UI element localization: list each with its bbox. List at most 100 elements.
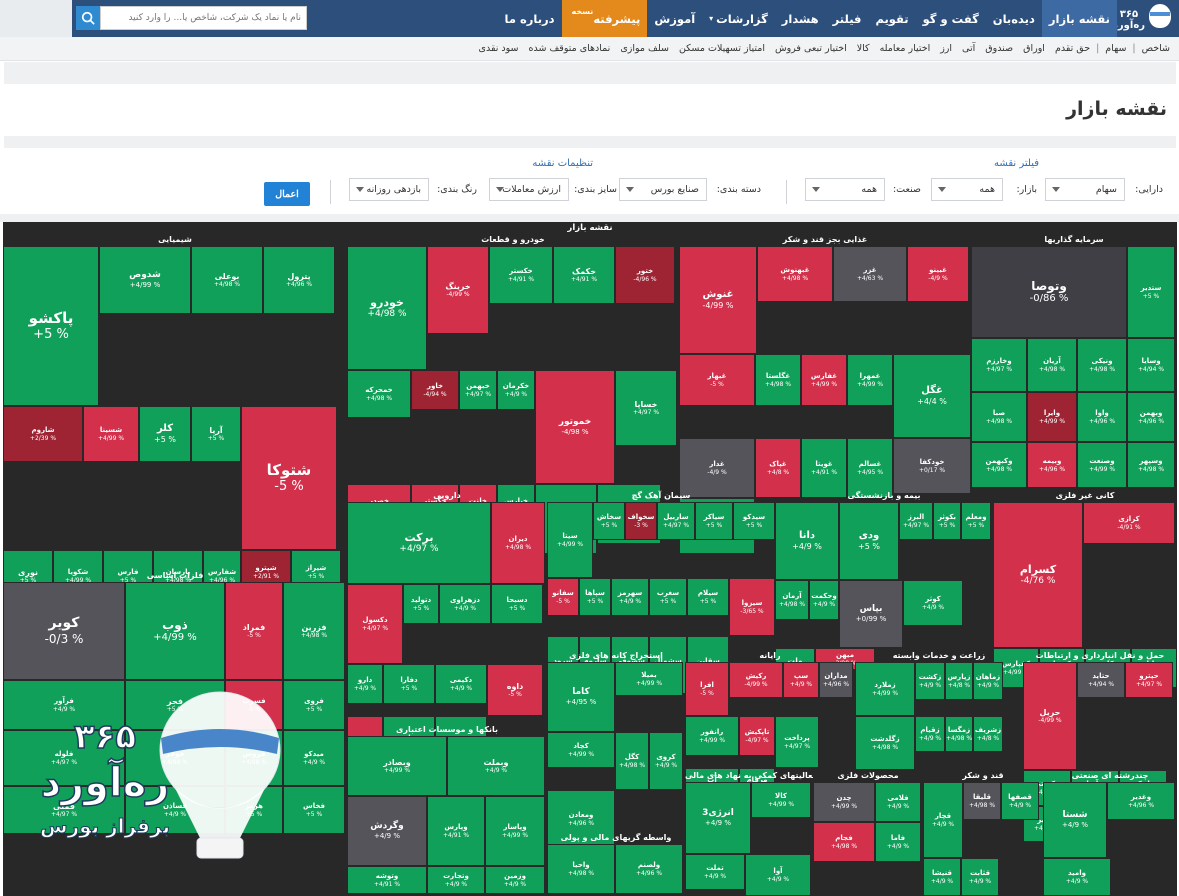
stock-tile[interactable]: آریان +4/98 % — [1027, 338, 1077, 392]
subnav-item[interactable]: آتی — [962, 43, 976, 54]
stock-tile[interactable]: زشریف +4/8 % — [973, 716, 1003, 752]
stock-tile[interactable]: کویر -0/3 % — [3, 582, 125, 680]
nav-item-5[interactable]: هشدار — [775, 0, 826, 37]
subnav-item[interactable]: ارز — [940, 43, 953, 54]
stock-tile[interactable]: حریل -4/99 % — [1023, 662, 1077, 770]
industry-select[interactable]: همه — [805, 178, 885, 201]
stock-tile[interactable]: دکسول +4/97 % — [347, 584, 403, 664]
stock-tile[interactable]: کالا +4/99 % — [751, 782, 811, 818]
stock-tile[interactable]: وسپهر +4/98 % — [1127, 442, 1175, 488]
stock-tile[interactable]: غبینو -4/9 % — [907, 246, 969, 302]
stock-tile[interactable]: غپاک +4/8 % — [755, 438, 801, 498]
subnav-item[interactable]: اوراق — [1023, 43, 1045, 54]
subnav-item[interactable]: امتیاز تسهیلات مسکن — [678, 43, 765, 54]
stock-tile[interactable]: وزمین +4/9 % — [485, 866, 545, 894]
stock-tile[interactable]: دکیمی +4/9 % — [435, 664, 487, 704]
subnav-item[interactable]: کالا — [856, 43, 870, 54]
stock-tile[interactable]: قنیشا +4/9 % — [923, 858, 961, 896]
stock-tile[interactable]: غنوش -4/99 % — [679, 246, 757, 354]
stock-tile[interactable]: سخواف -3 % — [625, 502, 657, 540]
stock-tile[interactable]: وامید +4/9 % — [1043, 858, 1111, 896]
stock-tile[interactable]: چدن +4/99 % — [813, 782, 875, 822]
stock-tile[interactable]: سیتا +4/99 % — [547, 502, 593, 578]
stock-tile[interactable]: شستا +4/9 % — [1043, 782, 1107, 858]
stock-tile[interactable]: تملت +4/9 % — [685, 854, 745, 890]
stock-tile[interactable]: دیران +4/98 % — [491, 502, 545, 584]
stock-tile[interactable]: صبا +4/98 % — [971, 392, 1027, 442]
stock-tile[interactable]: ذوب +4/99 % — [125, 582, 225, 680]
stock-tile[interactable]: انرژی3 +4/9 % — [685, 782, 751, 854]
nav-item-6[interactable]: گزارشات ▾ — [702, 0, 775, 37]
search-button[interactable] — [76, 6, 100, 30]
stock-tile[interactable]: فولاژ +4/98 % — [125, 730, 225, 786]
stock-tile[interactable]: خودرو +4/98 % — [347, 246, 427, 370]
stock-tile[interactable]: فرآور +4/9 % — [3, 680, 125, 730]
stock-tile[interactable]: زمگسا +4/98 % — [945, 716, 973, 752]
stock-tile[interactable]: زماهان +4/9 % — [973, 662, 1003, 700]
stock-tile[interactable]: خکرمان +4/9 % — [497, 370, 535, 410]
nav-item-8[interactable]: پیشرفته نسخه — [561, 0, 648, 37]
stock-tile[interactable]: وبهمن +4/96 % — [1127, 392, 1175, 442]
stock-tile[interactable]: آوا +4/9 % — [745, 854, 811, 896]
stock-tile[interactable]: واوا +4/96 % — [1077, 392, 1127, 442]
stock-tile[interactable]: دانا +4/9 % — [775, 502, 839, 580]
stock-tile[interactable]: آریا +5 % — [191, 406, 241, 462]
nav-item-7[interactable]: آموزش — [647, 0, 702, 37]
stock-tile[interactable]: زگلدشت +4/98 % — [855, 716, 915, 770]
stock-tile[interactable]: سپ +4/9 % — [783, 662, 819, 698]
stock-tile[interactable]: رانفور +4/99 % — [685, 716, 739, 756]
stock-tile[interactable]: برکت +4/97 % — [347, 502, 491, 584]
stock-tile[interactable]: وگردش +4/9 % — [347, 796, 427, 866]
stock-tile[interactable]: میدکو +4/9 % — [283, 730, 345, 786]
stock-tile[interactable]: کروی +4/9 % — [649, 732, 683, 790]
stock-tile[interactable]: فلامی +4/9 % — [875, 782, 921, 822]
stock-tile[interactable]: کوثر +4/9 % — [903, 580, 963, 626]
stock-tile[interactable]: تاپکیش -4/97 % — [739, 716, 775, 756]
stock-tile[interactable]: فلوله +4/97 % — [3, 730, 125, 786]
stock-tile[interactable]: داوه -5 % — [487, 664, 543, 716]
stock-tile[interactable]: سیدکو +5 % — [733, 502, 775, 540]
stock-tile[interactable]: غدار -4/9 % — [679, 438, 755, 498]
stock-tile[interactable]: بکوثر +5 % — [933, 502, 961, 540]
stock-tile[interactable]: وتوشه +4/91 % — [347, 866, 427, 894]
stock-tile[interactable]: خودکفا +0/17 % — [893, 438, 971, 494]
stock-tile[interactable]: فزرین +4/98 % — [283, 582, 345, 680]
stock-tile[interactable]: بپاس +0/99 % — [839, 580, 903, 648]
stock-tile[interactable]: رکیش -4/99 % — [729, 662, 783, 698]
stock-tile[interactable]: شسینا +4/99 % — [83, 406, 139, 462]
stock-tile[interactable]: شدوص +4/99 % — [99, 246, 191, 314]
stock-tile[interactable]: دارو +4/9 % — [347, 664, 383, 704]
stock-tile[interactable]: سخاش +5 % — [593, 502, 625, 540]
stock-tile[interactable]: ستدیر +5 % — [1127, 246, 1175, 338]
stock-tile[interactable]: خکمک +4/91 % — [553, 246, 615, 304]
stock-tile[interactable]: وتجارت +4/9 % — [427, 866, 485, 894]
stock-tile[interactable]: ومعادن +4/96 % — [547, 790, 615, 848]
size-select[interactable]: ارزش معاملات — [489, 178, 569, 201]
subnav-item[interactable]: شاخص — [1141, 43, 1170, 54]
stock-tile[interactable]: شتوکا -5 % — [241, 406, 337, 550]
stock-tile[interactable]: ودی +5 % — [839, 502, 899, 580]
stock-tile[interactable]: فساذن +4/9 % — [125, 786, 225, 834]
subnav-item[interactable]: سلف موازی — [620, 43, 669, 54]
grouping-select[interactable]: صنایع بورس — [619, 178, 707, 201]
stock-tile[interactable]: غزر +4/63 % — [833, 246, 907, 302]
stock-tile[interactable]: کاما +4/95 % — [547, 662, 615, 732]
stock-tile[interactable]: ختور -4/96 % — [615, 246, 675, 304]
stock-tile[interactable]: وپاسار +4/99 % — [485, 796, 545, 866]
stock-tile[interactable]: دتولید +5 % — [403, 584, 439, 624]
stock-tile[interactable]: افرا -5 % — [685, 662, 729, 716]
stock-tile[interactable]: البرز +4/97 % — [899, 502, 933, 540]
stock-tile[interactable]: غمهرا +4/99 % — [847, 354, 893, 406]
stock-tile[interactable]: سپاها +5 % — [579, 578, 611, 616]
apply-button[interactable]: اعمال — [264, 182, 310, 206]
stock-tile[interactable]: آرمان +4/98 % — [775, 580, 809, 620]
stock-tile[interactable]: غفارس +4/99 % — [801, 354, 847, 406]
stock-tile[interactable]: وسایا +4/94 % — [1127, 338, 1175, 392]
stock-tile[interactable]: بمیلا +4/99 % — [615, 662, 683, 696]
stock-tile[interactable]: ومعلم +5 % — [961, 502, 991, 540]
stock-tile[interactable]: غبهار -5 % — [679, 354, 755, 406]
stock-tile[interactable]: هرمز +5 % — [225, 786, 283, 834]
stock-tile[interactable]: سیلام +5 % — [687, 578, 729, 616]
stock-tile[interactable]: غبهنوش +4/98 % — [757, 246, 833, 302]
subnav-item[interactable]: حق تقدم — [1054, 43, 1091, 54]
